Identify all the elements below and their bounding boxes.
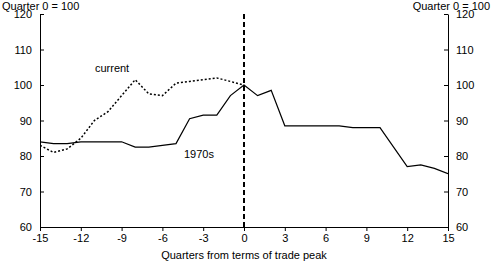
tick-label: -12 xyxy=(73,232,89,244)
tick: 80 xyxy=(444,150,468,162)
tick-mark xyxy=(40,85,44,86)
y2-axis: 60708090100110120 xyxy=(444,8,474,233)
tick-mark xyxy=(444,121,448,122)
tick-label: 110 xyxy=(456,44,474,56)
tick: 3 xyxy=(282,227,288,244)
tick: -12 xyxy=(73,227,89,244)
tick-label: 70 xyxy=(456,186,468,198)
axis-line xyxy=(448,15,449,228)
tick-label: 80 xyxy=(456,150,468,162)
tick-mark xyxy=(40,227,44,228)
x-axis: -15 -12 -9 -6 -3 0 3 6 9 12 15 xyxy=(33,227,455,244)
tick: 0 xyxy=(241,227,247,244)
tick: 60 xyxy=(444,221,468,233)
tick-mark xyxy=(40,156,44,157)
tick-label: 6 xyxy=(323,232,329,244)
tick-label: 80 xyxy=(20,150,32,162)
series-label: current xyxy=(95,62,129,74)
tick: 90 xyxy=(444,115,468,127)
tick: 9 xyxy=(364,227,370,244)
tick-mark xyxy=(244,227,245,231)
tick: 6 xyxy=(323,227,329,244)
tick-mark xyxy=(40,50,44,51)
tick: -15 xyxy=(33,227,49,244)
tick: -6 xyxy=(158,227,168,244)
tick-label: 60 xyxy=(456,221,468,233)
tick-label: -3 xyxy=(199,232,209,244)
tick-label: 9 xyxy=(364,232,370,244)
tick-mark xyxy=(444,227,448,228)
tick-mark xyxy=(122,227,123,231)
tick-label: 12 xyxy=(402,232,414,244)
tick: 80 xyxy=(20,150,44,162)
tick: 70 xyxy=(444,186,468,198)
tick-mark xyxy=(203,227,204,231)
tick: 70 xyxy=(20,186,44,198)
tick-label: 15 xyxy=(442,232,454,244)
tick-mark xyxy=(40,192,44,193)
tick-mark xyxy=(444,50,448,51)
series-label: 1970s xyxy=(184,148,214,160)
tick: 15 xyxy=(442,227,454,244)
tick-label: 0 xyxy=(241,232,247,244)
tick: -3 xyxy=(199,227,209,244)
tick: 100 xyxy=(14,79,44,91)
tick-label: -9 xyxy=(117,232,127,244)
y2-axis-title: Quarter 0 = 100 xyxy=(413,0,490,12)
tick-label: 90 xyxy=(456,115,468,127)
tick-label: 3 xyxy=(282,232,288,244)
tick-label: 60 xyxy=(20,221,32,233)
tick: 100 xyxy=(444,79,474,91)
tick-label: -6 xyxy=(158,232,168,244)
tick-mark xyxy=(162,227,163,231)
tick-mark xyxy=(448,227,449,231)
tick-label: 100 xyxy=(14,79,32,91)
tick-mark xyxy=(444,85,448,86)
reference-line xyxy=(243,14,245,227)
tick: 60 xyxy=(20,221,44,233)
x-axis-title: Quarters from terms of trade peak xyxy=(161,249,327,261)
tick: 110 xyxy=(444,44,474,56)
marks xyxy=(40,14,448,227)
series-line xyxy=(40,85,448,174)
plot: -15-12-9-6-30369121560708090100110120607… xyxy=(14,8,475,244)
tick-mark xyxy=(40,121,44,122)
tick-mark xyxy=(81,227,82,231)
tick-label: 100 xyxy=(456,79,474,91)
tick-label: 110 xyxy=(14,44,32,56)
tick-mark xyxy=(444,156,448,157)
tick-label: 90 xyxy=(20,115,32,127)
tick-label: -15 xyxy=(33,232,49,244)
tick: 90 xyxy=(20,115,44,127)
y-axis: 60708090100110120 xyxy=(14,8,44,233)
tick: 12 xyxy=(402,227,414,244)
y-axis-title: Quarter 0 = 100 xyxy=(2,0,79,12)
tick-mark xyxy=(326,227,327,231)
tick-mark xyxy=(366,227,367,231)
tick: 110 xyxy=(14,44,44,56)
tick-mark xyxy=(285,227,286,231)
tick: -9 xyxy=(117,227,127,244)
tick-mark xyxy=(444,192,448,193)
tick-mark xyxy=(444,14,448,15)
tick-mark xyxy=(40,14,44,15)
tick-mark xyxy=(407,227,408,231)
tick-label: 70 xyxy=(20,186,32,198)
